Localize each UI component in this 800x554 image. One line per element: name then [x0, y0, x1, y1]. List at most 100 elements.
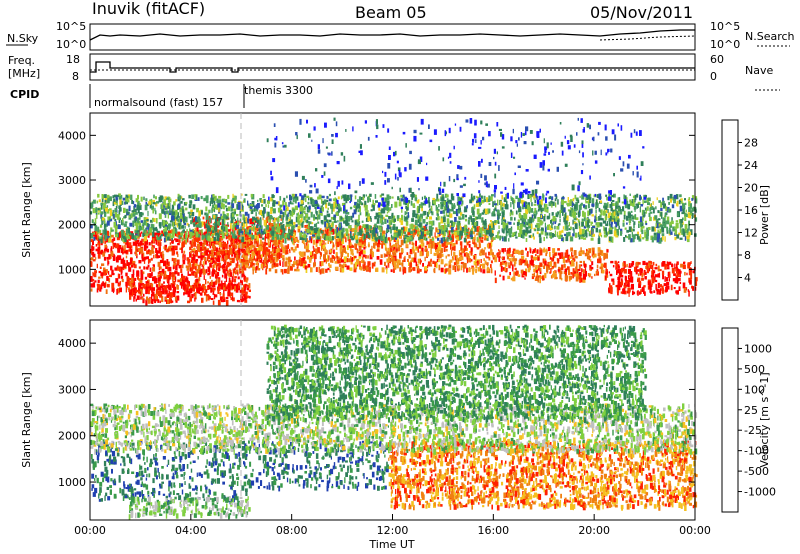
- data-cell: [648, 267, 651, 272]
- data-cell: [236, 284, 238, 290]
- data-cell: [682, 264, 686, 270]
- data-cell: [499, 212, 501, 216]
- data-cell: [229, 263, 231, 266]
- nsky-panel: N.Sky 10^5 10^0 10^5 10^0 N.Search: [6, 20, 795, 51]
- data-cell: [336, 241, 340, 248]
- data-cell: [416, 246, 420, 249]
- data-cell: [190, 220, 193, 225]
- data-cell: [148, 273, 152, 278]
- data-cell: [482, 263, 486, 269]
- data-cell: [386, 268, 388, 274]
- data-cell: [291, 247, 294, 251]
- data-cell: [155, 289, 158, 296]
- data-cell: [661, 262, 665, 267]
- data-cell: [301, 217, 303, 223]
- data-cell: [162, 288, 164, 295]
- data-cell: [210, 258, 213, 263]
- data-cell: [610, 260, 614, 264]
- data-cell: [679, 272, 681, 278]
- data-cell: [409, 237, 413, 241]
- data-cell: [129, 294, 132, 300]
- data-cell: [222, 218, 225, 223]
- data-cell: [589, 249, 591, 254]
- data-cell: [311, 230, 313, 234]
- data-cell: [531, 202, 533, 207]
- data-cell: [535, 269, 539, 273]
- data-cell: [126, 242, 130, 248]
- data-cell: [148, 261, 150, 264]
- data-cell: [645, 271, 647, 275]
- data-cell: [234, 223, 237, 226]
- data-cell: [460, 261, 464, 265]
- data-cell: [559, 212, 561, 219]
- data-cell: [537, 217, 540, 223]
- data-cell: [543, 236, 545, 242]
- data-cell: [132, 213, 136, 217]
- data-cell: [232, 247, 235, 254]
- data-cell: [96, 283, 100, 286]
- data-cell: [166, 275, 170, 280]
- data-cell: [544, 260, 547, 266]
- data-cell: [446, 211, 448, 217]
- data-cell: [132, 224, 135, 228]
- data-cell: [256, 235, 259, 241]
- data-cell: [336, 256, 340, 262]
- data-cell: [254, 239, 256, 246]
- data-cell: [644, 229, 646, 235]
- data-cell: [595, 206, 597, 210]
- data-cell: [167, 278, 170, 284]
- data-cell: [660, 288, 662, 291]
- data-cell: [572, 272, 575, 279]
- data-cell: [334, 261, 338, 264]
- data-cell: [191, 239, 195, 245]
- data-cell: [358, 239, 362, 243]
- data-cell: [217, 225, 219, 228]
- data-cell: [473, 255, 476, 260]
- data-cell: [398, 259, 401, 264]
- data-cell: [229, 292, 231, 298]
- data-cell: [348, 225, 352, 229]
- data-cell: [343, 256, 347, 263]
- data-cell: [329, 259, 333, 263]
- data-cell: [138, 242, 141, 247]
- data-cell: [412, 267, 416, 271]
- data-cell: [539, 277, 541, 284]
- data-cell: [245, 278, 248, 283]
- data-cell: [193, 285, 197, 289]
- data-cell: [204, 260, 207, 265]
- data-cell: [407, 199, 411, 204]
- data-cell: [472, 237, 475, 243]
- data-cell: [340, 251, 344, 257]
- data-cell: [494, 207, 497, 211]
- data-cell: [678, 269, 680, 275]
- data-cell: [307, 243, 310, 249]
- data-cell: [232, 193, 234, 199]
- data-cell: [172, 286, 176, 293]
- data-cell: [278, 243, 280, 249]
- data-cell: [494, 270, 496, 276]
- data-cell: [126, 276, 129, 282]
- data-cell: [676, 271, 680, 278]
- data-cell: [643, 271, 645, 276]
- power-data-cells: [90, 117, 698, 306]
- data-cell: [273, 247, 277, 254]
- data-cell: [151, 271, 153, 277]
- data-cell: [229, 231, 232, 237]
- data-cell: [401, 260, 404, 263]
- data-cell: [603, 209, 606, 212]
- data-cell: [655, 223, 657, 227]
- data-cell: [236, 224, 239, 229]
- data-cell: [411, 247, 415, 252]
- data-cell: [279, 214, 282, 218]
- data-cell: [467, 231, 471, 237]
- data-cell: [548, 266, 550, 270]
- data-cell: [350, 249, 354, 255]
- data-cell: [501, 218, 503, 225]
- data-cell: [587, 200, 591, 205]
- data-cell: [113, 242, 116, 248]
- freq-panel: Freq. [MHz] 18 8 60 0 Nave: [8, 53, 780, 91]
- data-cell: [244, 300, 248, 303]
- data-cell: [661, 270, 665, 276]
- data-cell: [128, 267, 132, 272]
- data-cell: [603, 262, 607, 268]
